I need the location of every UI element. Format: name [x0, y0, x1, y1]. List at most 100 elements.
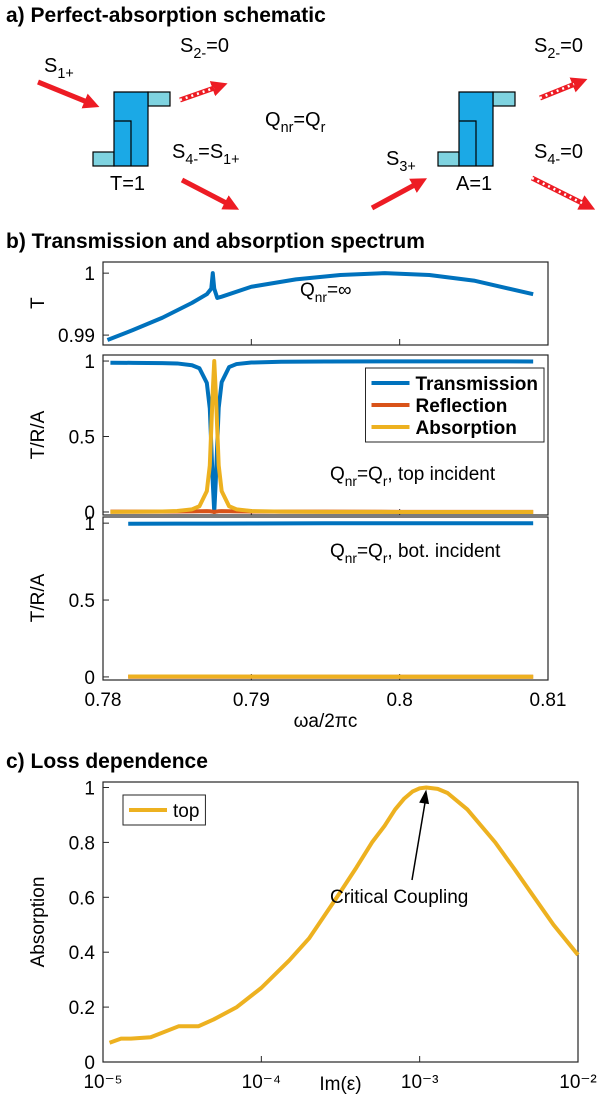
x-tick-label: 0.81: [530, 690, 567, 711]
y-tick-label: 0: [84, 503, 95, 524]
text-segment: nr: [315, 290, 328, 305]
plot-frame: [102, 516, 549, 681]
x-tick-label: 0.78: [85, 690, 122, 711]
x-tick-label: 0.8: [386, 690, 412, 711]
text-segment: =0: [560, 141, 583, 163]
text-segment: =Q: [357, 464, 383, 485]
legend: top: [122, 794, 206, 826]
y-axis-label: T/R/A: [28, 573, 49, 622]
chart: c) Loss dependence 0 0.2 0.4 0.6 0.8 1 10⁻⁵ 10⁻⁴…: [6, 750, 597, 1095]
schematic-label: S4-=0: [534, 141, 583, 168]
text-segment: =0: [560, 35, 583, 57]
arrow-dashes: [179, 82, 583, 205]
text-segment: S: [534, 141, 547, 163]
annotation-arrow: [411, 795, 427, 881]
schematic-label: S4-=S1+: [172, 141, 240, 168]
text-segment: 1+: [223, 152, 239, 168]
text-segment: r: [321, 120, 326, 136]
text-segment: , bot. incident: [387, 541, 501, 562]
y-tick-label: 0.6: [69, 888, 95, 909]
panel-title: a) Perfect-absorption schematic: [6, 4, 326, 27]
legend-label: top: [173, 801, 199, 822]
schematic-label: S3+: [386, 148, 416, 175]
annotation: Qnr=Qr, top incident: [330, 464, 496, 489]
device-right: [437, 91, 516, 167]
y-tick-label: 0.8: [69, 833, 95, 854]
y-tick-label: 0.4: [69, 943, 96, 964]
x-tick-label: 0.79: [233, 690, 270, 711]
text-segment: Q: [330, 541, 345, 562]
annotation: Qnr=∞: [300, 280, 352, 305]
annotation: Critical Coupling: [330, 887, 468, 908]
y-tick-label: 1: [84, 352, 95, 373]
x-tick-label: 10⁻²: [559, 1072, 597, 1093]
text-segment: , top incident: [387, 464, 495, 485]
chart-title: c) Loss dependence: [6, 750, 208, 773]
text-segment: S: [180, 35, 193, 57]
schematic-label: A=1: [456, 173, 492, 195]
x-tick-label: 10⁻³: [401, 1072, 439, 1093]
text-segment: nr: [345, 551, 358, 566]
text-segment: =S: [198, 141, 223, 163]
text-segment: 4-: [185, 152, 198, 168]
plot-frame: [102, 354, 549, 516]
text-segment: S: [386, 148, 399, 170]
annotation-arrowhead: [419, 789, 430, 805]
text-segment: S: [172, 141, 185, 163]
schematic-label: S2-=0: [180, 35, 229, 62]
y-tick-label: 0.2: [69, 998, 95, 1019]
legend-label: Absorption: [416, 418, 517, 439]
chart: 0 0.5 1 T/R/A TransmissionReflectionAbsorpti…: [28, 352, 549, 524]
y-axis-label: T/R/A: [28, 410, 49, 459]
text-segment: S: [44, 55, 57, 77]
schematic-label: T=1: [110, 173, 145, 195]
text-segment: r: [383, 474, 388, 489]
text-segment: Q: [330, 464, 345, 485]
y-tick-label: 0.99: [58, 326, 95, 347]
text-segment: =∞: [327, 280, 352, 301]
y-axis-label: Absorption: [28, 877, 49, 968]
text-segment: Q: [265, 109, 281, 131]
x-axis-label: ωa/2πc: [294, 711, 358, 732]
text-segment: r: [383, 551, 388, 566]
x-tick-label: 10⁻⁴: [242, 1072, 281, 1093]
x-axis-label: Im(ε): [319, 1074, 361, 1095]
text-segment: 4-: [547, 152, 560, 168]
schematic-label: Qnr=Qr: [265, 109, 326, 136]
chart-title: b) Transmission and absorption spectrum: [6, 230, 425, 253]
text-segment: 2-: [547, 46, 560, 62]
y-tick-label: 1: [84, 514, 95, 535]
text-segment: 2-: [193, 46, 206, 62]
y-tick-label: 0.5: [69, 591, 95, 612]
y-tick-label: 1: [84, 778, 95, 799]
chart: b) Transmission and absorption spectrum 0…: [6, 230, 549, 347]
plot-frame: [102, 261, 549, 346]
text-segment: =Q: [357, 541, 383, 562]
schematic-label: S2-=0: [534, 35, 583, 62]
text-segment: =0: [206, 35, 229, 57]
device-left: [92, 91, 171, 167]
text-segment: nr: [345, 474, 358, 489]
text-segment: T=1: [110, 173, 145, 195]
text-segment: =Q: [293, 109, 320, 131]
text-segment: Q: [300, 280, 315, 301]
plot-frame: [102, 781, 579, 1063]
data-line: [110, 359, 534, 514]
y-tick-label: 1: [84, 264, 95, 285]
y-tick-label: 0: [84, 1053, 95, 1074]
chart: 0 0.5 1 0.78 0.79 0.8 0.81 ωa/2πc T/R/A: [28, 514, 566, 732]
y-tick-label: 0.5: [69, 428, 95, 449]
legend-label: Reflection: [416, 396, 508, 417]
text-segment: Critical Coupling: [330, 887, 468, 908]
data-line: [110, 359, 534, 514]
text-segment: 1+: [57, 66, 73, 82]
x-tick-label: 10⁻⁵: [83, 1072, 122, 1093]
data-line: [108, 785, 580, 1045]
annotation: Qnr=Qr, bot. incident: [330, 541, 501, 566]
y-tick-label: 0: [84, 668, 95, 689]
text-segment: nr: [281, 120, 294, 136]
data-line: [106, 271, 534, 342]
